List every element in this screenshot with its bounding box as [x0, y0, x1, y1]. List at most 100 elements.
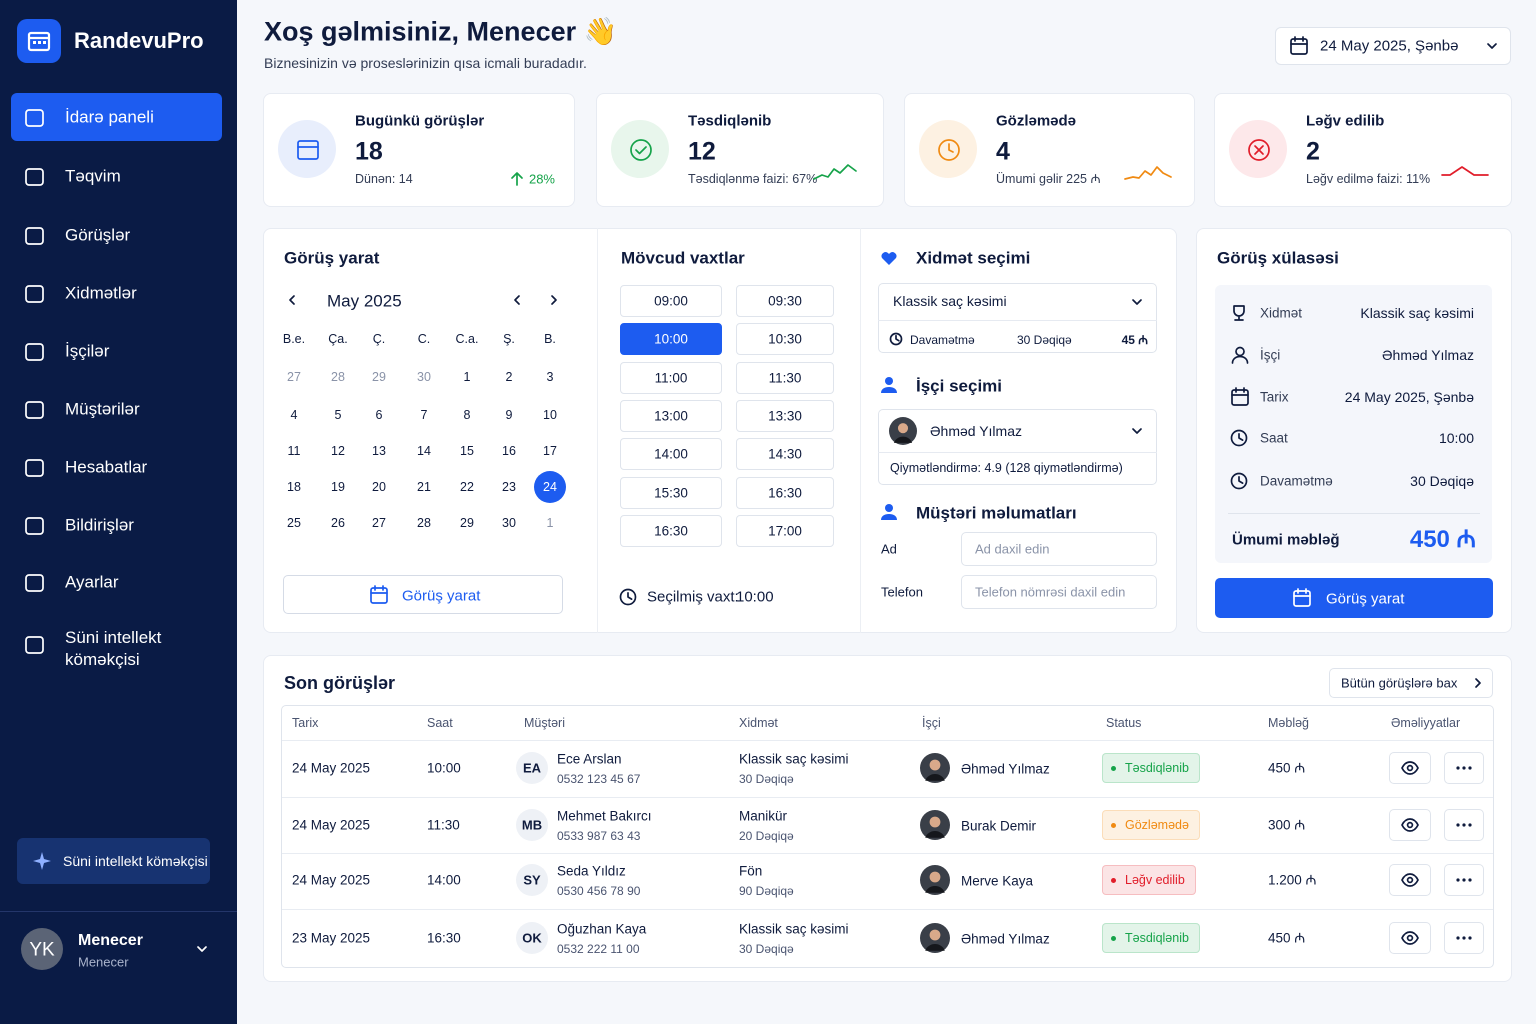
card-title: Müştəri məlumatları: [916, 503, 1077, 523]
row-divider: [282, 909, 1493, 910]
dots-icon: [1456, 936, 1472, 940]
nav-label: Süni intellekt köməkçisi: [65, 628, 162, 669]
initials-badge: [516, 809, 548, 841]
weekday: B.e.: [282, 331, 306, 346]
select-value: Əhməd Yılmaz: [930, 423, 1022, 439]
input[interactable]: [961, 532, 1157, 566]
stat-change: 28%: [528, 171, 555, 187]
time-slot[interactable]: [736, 362, 834, 394]
selected-day[interactable]: [534, 471, 566, 503]
dots-icon: [1456, 878, 1472, 882]
calendar-day: 9: [505, 407, 513, 422]
calendar-day: 25: [287, 515, 301, 530]
chevron: [551, 295, 557, 305]
more-button[interactable]: [1444, 922, 1484, 954]
clock-icon: [619, 588, 637, 606]
view-all-button[interactable]: [1329, 668, 1493, 698]
cell: 11:30: [427, 817, 460, 833]
time-slot-label: 17:00: [768, 523, 802, 539]
amount: 450 ₼: [1268, 760, 1306, 776]
view-button[interactable]: [1389, 809, 1431, 841]
view-button[interactable]: [1389, 922, 1431, 954]
time-slot-label: 13:00: [654, 408, 688, 424]
time-slot[interactable]: [736, 515, 834, 547]
detail-value: 30 Dəqiqə: [1017, 333, 1072, 347]
calendar-day: 4: [290, 407, 298, 422]
employee-name: Əhməd Yılmaz: [961, 761, 1050, 777]
more-button[interactable]: [1444, 864, 1484, 896]
status-pill: Gözləmədə: [1102, 810, 1200, 840]
nav-label: Təqvim: [65, 166, 121, 186]
stat-card: [263, 93, 575, 207]
time-slot[interactable]: [620, 323, 722, 355]
row-divider: [282, 740, 1493, 741]
create-button-outline[interactable]: [283, 575, 563, 614]
page-subtitle: Biznesinizin və proseslərinizin qısa icm…: [264, 55, 587, 71]
time-slot[interactable]: [736, 285, 834, 317]
time-slot[interactable]: [620, 515, 722, 547]
date-picker[interactable]: [1275, 27, 1511, 65]
time-slot[interactable]: [736, 323, 834, 355]
column-header: Məbləğ: [1268, 715, 1309, 730]
table: [281, 705, 1494, 968]
initials: MB: [521, 817, 543, 833]
divider: [1228, 513, 1480, 514]
time-slot[interactable]: [620, 285, 722, 317]
chevron: [1132, 299, 1142, 305]
more-button[interactable]: [1444, 809, 1484, 841]
calendar-day: 30: [502, 515, 516, 530]
cell: 24 May 2025: [292, 872, 371, 888]
calendar-day: 29: [372, 369, 386, 384]
nav-icon: [25, 227, 44, 245]
column-header: Tarix: [292, 715, 319, 730]
calendar-day: 27: [287, 369, 301, 384]
time-slot[interactable]: [736, 400, 834, 432]
arrow-up: [511, 172, 523, 186]
initials: OK: [522, 930, 542, 946]
summary-label: İşçi: [1260, 347, 1281, 363]
nav-item[interactable]: [11, 93, 222, 141]
service-select[interactable]: [878, 283, 1157, 353]
employee-select[interactable]: [878, 409, 1157, 485]
create-button[interactable]: [1215, 578, 1493, 618]
status-pill: Ləğv edilib: [1102, 865, 1196, 895]
time-slot-label: 11:30: [768, 370, 802, 386]
selected-time: 10:00: [736, 588, 774, 606]
stat-label: Ləğv edilib: [1306, 112, 1385, 130]
customer-phone: 0533 987 63 43: [557, 829, 641, 843]
calendar-day: 2: [505, 369, 513, 384]
stat-icon: [938, 139, 960, 161]
total-value: 450 ₼: [1409, 526, 1476, 553]
time-slot[interactable]: [736, 438, 834, 470]
stat-value: 18: [355, 137, 383, 166]
calendar-day: 10: [543, 407, 557, 422]
cell: 24 May 2025: [292, 817, 371, 833]
chevron: [289, 295, 295, 305]
clock-icon: [1230, 429, 1248, 447]
time-slot[interactable]: [620, 477, 722, 509]
time-slot[interactable]: [620, 400, 722, 432]
employee-name: Burak Demir: [961, 818, 1037, 834]
stat-note: Dünən: 14: [355, 171, 413, 186]
summary-label: Xidmət: [1260, 305, 1303, 321]
summary-label: Tarix: [1260, 389, 1289, 405]
time-slot[interactable]: [736, 477, 834, 509]
calendar-day: 7: [420, 407, 428, 422]
stat-icon-bg: [919, 120, 977, 178]
calendar-day: 11: [287, 443, 301, 458]
eye-icon: [1401, 873, 1419, 887]
time-slot[interactable]: [620, 362, 722, 394]
calendar-day: 6: [375, 407, 383, 422]
input[interactable]: [961, 575, 1157, 609]
dots-icon: [1456, 823, 1472, 827]
view-button[interactable]: [1389, 864, 1431, 896]
logo[interactable]: [17, 19, 61, 63]
field-label: Ad: [881, 541, 897, 557]
time-slot[interactable]: [620, 438, 722, 470]
initials-badge: [516, 864, 548, 896]
view-button[interactable]: [1389, 752, 1431, 784]
calendar-day: 19: [331, 479, 345, 494]
time-slot-label: 14:00: [654, 446, 688, 462]
cell: 14:00: [427, 872, 461, 888]
more-button[interactable]: [1444, 752, 1484, 784]
